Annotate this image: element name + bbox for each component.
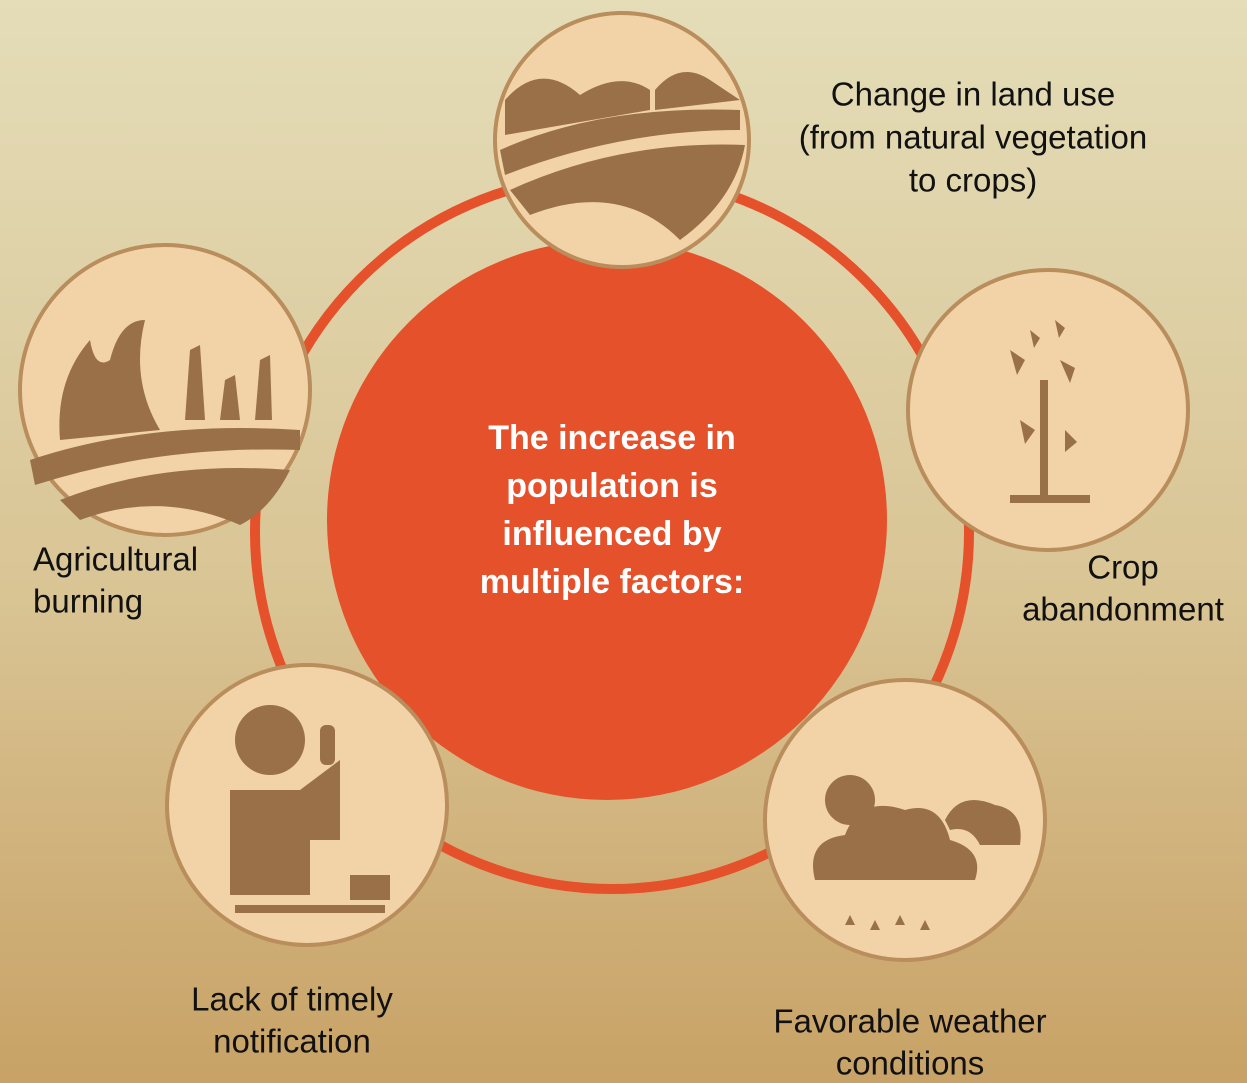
notification-icon xyxy=(167,665,447,945)
land-use-icon xyxy=(495,13,749,267)
factor-label: burning xyxy=(33,583,143,620)
factor-label: (from natural vegetation xyxy=(799,119,1148,156)
factor-label: Favorable weather xyxy=(773,1003,1046,1040)
center-line: The increase in xyxy=(488,419,736,457)
factor-label: abandonment xyxy=(1022,591,1224,628)
factor-label: Lack of timely xyxy=(191,981,393,1018)
burning-icon xyxy=(20,245,310,535)
crop-abandonment-icon xyxy=(908,270,1188,550)
factor-label: to crops) xyxy=(909,162,1037,199)
diagram: The increase in population is influenced b… xyxy=(0,0,1247,1083)
center-line: influenced by xyxy=(502,515,721,553)
factor-label: Agricultural xyxy=(33,541,198,578)
factor-label: conditions xyxy=(836,1045,985,1082)
center-line: multiple factors: xyxy=(480,563,744,601)
factor-label: Change in land use xyxy=(831,76,1115,113)
center-line: population is xyxy=(506,467,718,505)
factor-label: notification xyxy=(213,1023,371,1060)
factor-label: Crop xyxy=(1087,549,1159,586)
weather-icon xyxy=(765,680,1045,960)
